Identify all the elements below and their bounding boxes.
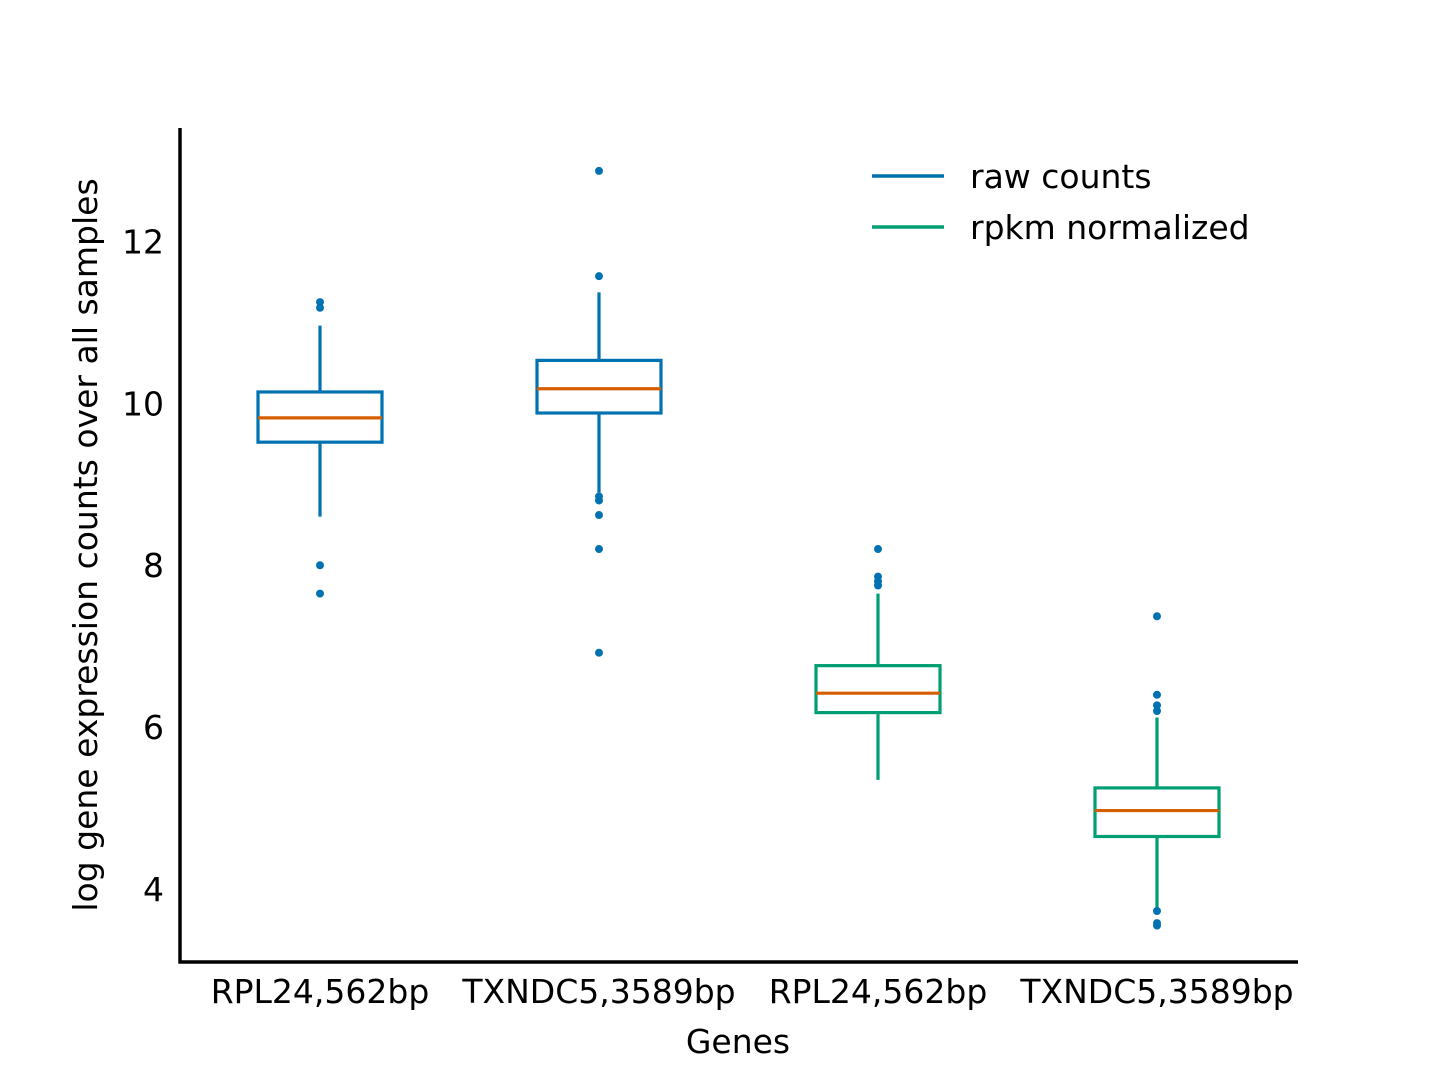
plot-area (256, 166, 1221, 930)
box-group (535, 166, 663, 657)
x-tick-label: TXNDC5,3589bp (461, 972, 735, 1011)
outlier-point (1153, 906, 1161, 915)
box-group (256, 298, 384, 598)
legend-item: rpkm normalized (872, 208, 1250, 247)
y-tick-label: 6 (143, 708, 164, 747)
outlier-point (1153, 701, 1161, 710)
outlier-point (595, 511, 603, 520)
box-iqr (1093, 786, 1221, 839)
outlier-point (316, 589, 324, 598)
x-axis-title: Genes (686, 1022, 790, 1061)
box-group (1093, 612, 1221, 930)
x-tick-label: RPL24,562bp (769, 972, 988, 1011)
legend-label: raw counts (970, 157, 1152, 196)
outlier-point (1153, 921, 1161, 930)
outlier-point (595, 272, 603, 281)
x-tick-label: TXNDC5,3589bp (1019, 972, 1293, 1011)
box-group (814, 545, 942, 780)
y-tick-label: 8 (143, 546, 164, 585)
box-iqr (814, 664, 942, 715)
outlier-point (316, 303, 324, 312)
y-tick-label: 10 (122, 384, 164, 423)
x-tick-label: RPL24,562bp (211, 972, 430, 1011)
outlier-point (595, 648, 603, 657)
outlier-point (1153, 706, 1161, 715)
outlier-point (874, 545, 882, 554)
box-iqr (535, 358, 663, 415)
outlier-point (595, 166, 603, 175)
axes: 4 6 8 10 12 RPL24,562bp TXNDC5,3589bp RPL24,562… (122, 128, 1298, 1011)
outlier-point (595, 496, 603, 505)
outlier-point (1153, 612, 1161, 621)
y-axis-title: log gene expression counts over all samp… (66, 178, 105, 911)
legend-item: raw counts (872, 157, 1152, 196)
outlier-point (1153, 690, 1161, 699)
y-tick-label: 4 (143, 870, 164, 909)
outlier-point (874, 581, 882, 590)
legend-label: rpkm normalized (970, 208, 1250, 247)
legend: raw counts rpkm normalized (872, 157, 1250, 247)
outlier-point (316, 298, 324, 307)
outlier-point (316, 561, 324, 570)
y-tick-label: 12 (122, 222, 164, 261)
outlier-point (595, 545, 603, 554)
